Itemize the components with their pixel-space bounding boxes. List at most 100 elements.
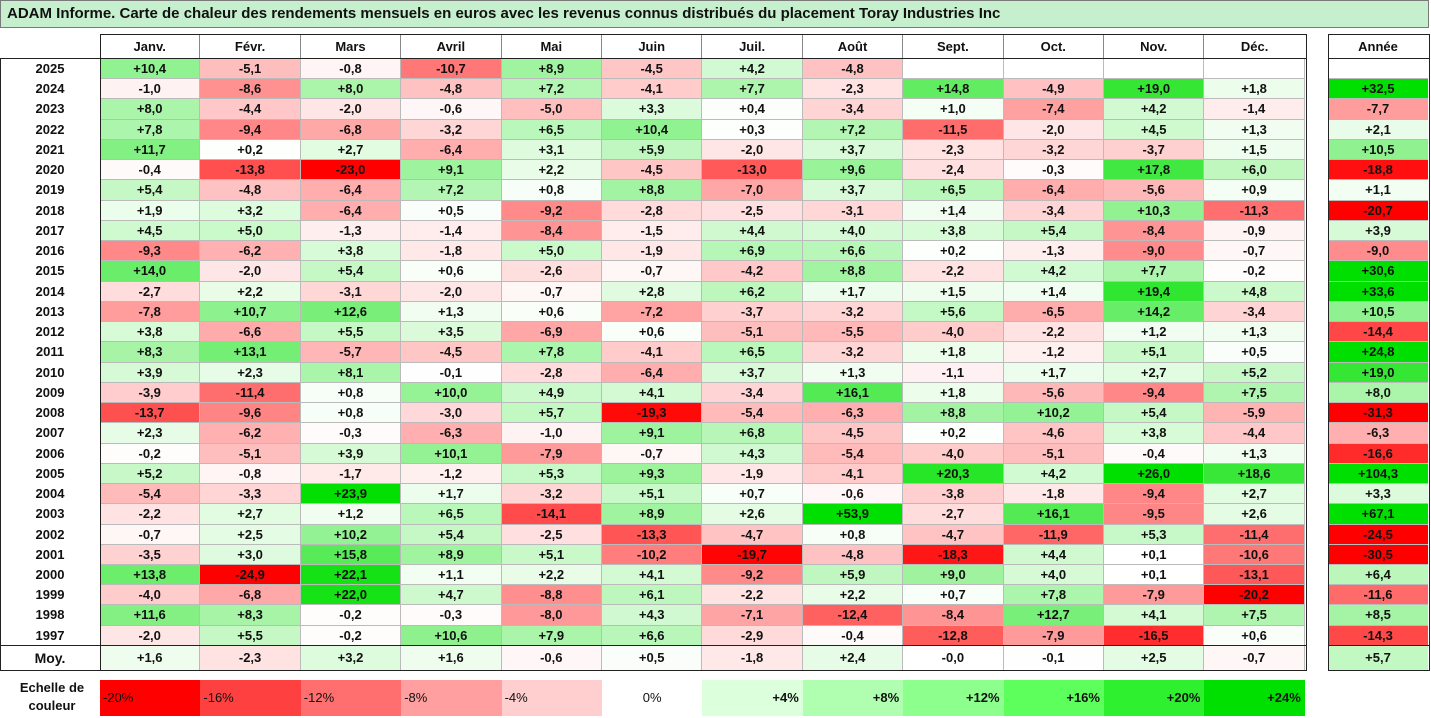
heatmap-cell: -9,0 <box>1104 241 1205 262</box>
annual-cell: -30,5 <box>1328 544 1428 565</box>
heatmap-cell: -0,4 <box>802 625 904 646</box>
heatmap-cell: -5,6 <box>1003 382 1104 404</box>
heatmap-cell: +8,8 <box>802 261 904 282</box>
column-header: Oct. <box>1004 34 1104 59</box>
heatmap-cell: -9,2 <box>702 565 803 586</box>
annual-cell: -14,3 <box>1328 625 1428 646</box>
average-cell: +2,4 <box>802 646 904 670</box>
heatmap-cell: +8,0 <box>100 99 201 120</box>
heatmap-cell: +2,3 <box>200 362 301 383</box>
color-scale-stop: +24% <box>1204 680 1305 716</box>
heatmap-cell: -3,2 <box>802 301 904 323</box>
heatmap-cell: +8,3 <box>100 342 201 363</box>
heatmap-cell: -24,9 <box>200 565 301 586</box>
color-scale-stop: -8% <box>401 680 502 716</box>
heatmap-cell: -2,0 <box>200 261 301 282</box>
heatmap-cell: +15,8 <box>300 544 402 565</box>
heatmap-cell: -0,7 <box>602 443 703 464</box>
heatmap-cell: -1,9 <box>702 463 803 485</box>
column-header: Juil. <box>702 34 803 59</box>
heatmap-cell: +6,1 <box>602 585 703 606</box>
heatmap-cell: +8,3 <box>200 605 301 626</box>
heatmap-cell: +1,8 <box>903 342 1004 363</box>
average-cell: -2,3 <box>200 646 301 670</box>
heatmap-cell: -6,5 <box>1003 301 1104 323</box>
color-scale-stop: -12% <box>300 680 402 716</box>
heatmap-cell: +14,2 <box>1104 301 1205 323</box>
heatmap-cell: +5,9 <box>802 565 904 586</box>
year-label: 2021 <box>35 141 65 157</box>
heatmap-cell: -0,7 <box>501 281 602 302</box>
heatmap-cell: -11,3 <box>1204 200 1305 221</box>
year-label: 2003 <box>35 506 65 522</box>
heatmap-cell: +1,2 <box>1104 322 1205 343</box>
heatmap-cell: +5,2 <box>100 463 201 485</box>
year-label: 2007 <box>35 425 65 441</box>
heatmap-cell: -4,8 <box>401 79 502 100</box>
heatmap-cell: -1,3 <box>1003 241 1104 262</box>
heatmap-cell: +6,2 <box>702 281 803 302</box>
heatmap-cell: -2,4 <box>903 160 1004 181</box>
heatmap-cell: -5,4 <box>702 403 803 424</box>
year-label: 2010 <box>35 364 65 380</box>
heatmap-cell: -3,4 <box>1003 200 1104 221</box>
heatmap-cell: -1,9 <box>602 241 703 262</box>
page-title: ADAM Informe. Carte de chaleur des rende… <box>0 0 1429 28</box>
heatmap-cell: +10,3 <box>1104 200 1205 221</box>
heatmap-cell: -9,4 <box>200 119 301 140</box>
heatmap-cell: +2,6 <box>702 504 803 525</box>
heatmap-cell: +12,7 <box>1003 605 1104 626</box>
heatmap-cell: +10,1 <box>401 443 502 464</box>
heatmap-cell: +6,5 <box>401 504 502 525</box>
heatmap-cell: -0,1 <box>401 362 502 383</box>
heatmap-cell: +14,8 <box>903 79 1004 100</box>
heatmap-cell: +2,8 <box>602 281 703 302</box>
heatmap-cell: +4,1 <box>602 382 703 404</box>
heatmap-cell: +4,8 <box>1204 281 1305 302</box>
heatmap-cell: -13,1 <box>1204 565 1305 586</box>
heatmap-cell: +3,3 <box>602 99 703 120</box>
heatmap-cell: -0,4 <box>100 160 201 181</box>
heatmap-cell: +7,7 <box>702 79 803 100</box>
heatmap-cell: +13,8 <box>100 565 201 586</box>
annual-cell: +67,1 <box>1328 504 1428 525</box>
heatmap-cell: +3,5 <box>401 322 502 343</box>
heatmap-cell: +7,9 <box>501 625 602 646</box>
heatmap-cell: +1,9 <box>100 200 201 221</box>
heatmap-cell: -7,9 <box>1104 585 1205 606</box>
heatmap-cell: -0,8 <box>300 59 402 80</box>
average-cell: -1,8 <box>702 646 803 670</box>
heatmap-cell: +1,3 <box>1204 119 1305 140</box>
heatmap-cell: -4,0 <box>903 443 1004 464</box>
heatmap-cell: -3,7 <box>1104 139 1205 161</box>
heatmap-cell: +5,4 <box>1003 220 1104 242</box>
heatmap-cell: -2,0 <box>401 281 502 302</box>
heatmap-cell: -7,4 <box>1003 99 1104 120</box>
heatmap-cell: +7,5 <box>1204 605 1305 626</box>
year-label: 2023 <box>35 101 65 117</box>
heatmap-cell: -5,1 <box>702 322 803 343</box>
heatmap-cell: -11,4 <box>1204 524 1305 545</box>
average-cell: +2,5 <box>1104 646 1205 670</box>
heatmap-cell: +1,3 <box>802 362 904 383</box>
heatmap-cell: -4,1 <box>602 79 703 100</box>
heatmap-cell: -9,4 <box>1104 382 1205 404</box>
heatmap-cell: -8,6 <box>200 79 301 100</box>
year-label: 2015 <box>35 263 65 279</box>
heatmap-cell: +3,1 <box>501 139 602 161</box>
annual-cell: +10,5 <box>1328 139 1428 161</box>
heatmap-cell: -18,3 <box>903 544 1004 565</box>
heatmap-cell: -11,4 <box>200 382 301 404</box>
color-scale-stop: +8% <box>802 680 904 716</box>
heatmap-cell: +0,8 <box>501 180 602 201</box>
heatmap-cell: +1,8 <box>1204 79 1305 100</box>
heatmap-cell: -6,4 <box>1003 180 1104 201</box>
heatmap-cell: -6,4 <box>300 180 402 201</box>
heatmap-cell: -8,0 <box>501 605 602 626</box>
annual-cell: +104,3 <box>1328 463 1428 485</box>
grid-separator <box>1328 645 1430 646</box>
heatmap-cell: -2,3 <box>802 79 904 100</box>
heatmap-cell: -0,2 <box>300 625 402 646</box>
heatmap-cell: +14,0 <box>100 261 201 282</box>
heatmap-cell: +0,6 <box>501 301 602 323</box>
